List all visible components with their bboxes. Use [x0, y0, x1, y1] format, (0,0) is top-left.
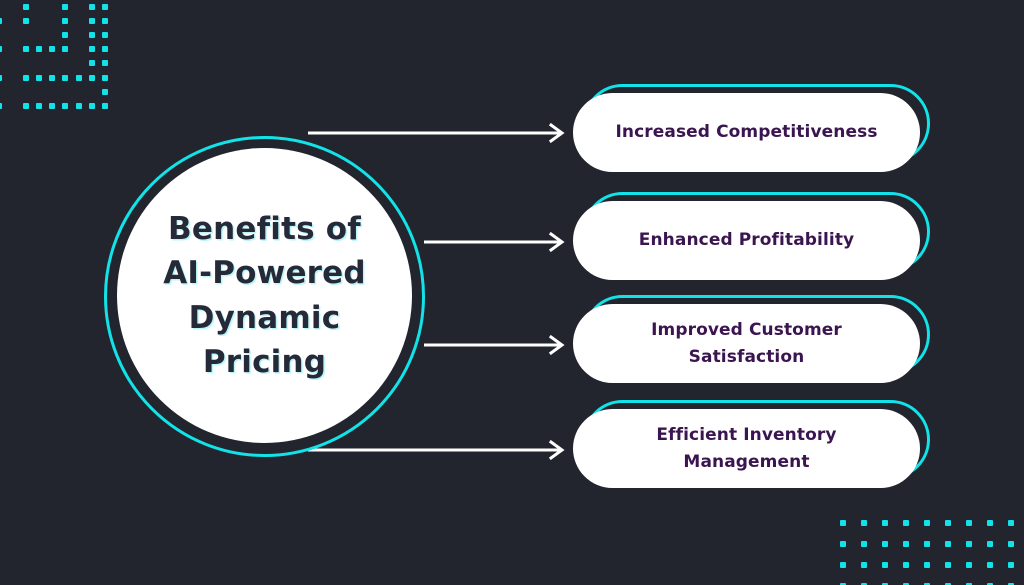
decorative-dot: [924, 541, 930, 547]
arrow-to-benefit-1: [308, 123, 566, 143]
decorative-dot: [89, 18, 95, 24]
decorative-dot: [966, 541, 972, 547]
decorative-dot: [966, 562, 972, 568]
decorative-dot: [945, 520, 951, 526]
decorative-dot: [76, 75, 82, 81]
decorative-dot: [89, 103, 95, 109]
decorative-dot: [36, 103, 42, 109]
decorative-dot: [987, 562, 993, 568]
decorative-dot: [0, 46, 2, 52]
decorative-dot: [102, 103, 108, 109]
decorative-dot: [49, 46, 55, 52]
decorative-dot: [945, 541, 951, 547]
pill-body: Efficient Inventory Management: [573, 409, 920, 488]
decorative-dot: [89, 4, 95, 10]
decorative-dot: [102, 89, 108, 95]
decorative-dot: [903, 520, 909, 526]
decorative-dots-top-left: [0, 0, 130, 115]
decorative-dot: [62, 46, 68, 52]
decorative-dot: [62, 75, 68, 81]
decorative-dot: [861, 562, 867, 568]
decorative-dot: [49, 103, 55, 109]
page-title: Benefits of AI-Powered Dynamic Pricing: [163, 211, 366, 380]
decorative-dot: [62, 103, 68, 109]
decorative-dot: [882, 562, 888, 568]
decorative-dot: [89, 60, 95, 66]
decorative-dot: [102, 46, 108, 52]
decorative-dot: [102, 18, 108, 24]
decorative-dot: [102, 75, 108, 81]
decorative-dot: [23, 46, 29, 52]
benefit-label: Improved Customer Satisfaction: [651, 320, 842, 367]
decorative-dot: [903, 541, 909, 547]
benefit-pill-1[interactable]: Increased Competitiveness: [573, 84, 930, 172]
circle-disc: Benefits of AI-Powered Dynamic Pricing: [117, 148, 412, 443]
decorative-dot: [840, 541, 846, 547]
benefit-pill-2[interactable]: Enhanced Profitability: [573, 192, 930, 280]
decorative-dot: [966, 520, 972, 526]
pill-body: Improved Customer Satisfaction: [573, 304, 920, 383]
benefit-label: Increased Competitiveness: [615, 122, 878, 143]
decorative-dot: [89, 32, 95, 38]
decorative-dot: [102, 60, 108, 66]
decorative-dots-bottom-right: [820, 500, 1024, 585]
benefit-pill-3[interactable]: Improved Customer Satisfaction: [573, 295, 930, 383]
decorative-dot: [36, 46, 42, 52]
arrow-to-benefit-3: [424, 335, 566, 355]
decorative-dot: [23, 4, 29, 10]
decorative-dot: [840, 520, 846, 526]
decorative-dot: [861, 520, 867, 526]
central-node: Benefits of AI-Powered Dynamic Pricing: [104, 136, 425, 457]
decorative-dot: [0, 75, 2, 81]
arrow-to-benefit-2: [424, 232, 566, 252]
arrow-to-benefit-4: [308, 440, 566, 460]
decorative-dot: [1008, 541, 1014, 547]
pill-body: Enhanced Profitability: [573, 201, 920, 280]
decorative-dot: [49, 75, 55, 81]
decorative-dot: [102, 32, 108, 38]
decorative-dot: [23, 103, 29, 109]
decorative-dot: [23, 18, 29, 24]
decorative-dot: [987, 541, 993, 547]
circle-inner-gap: [110, 142, 419, 451]
decorative-dot: [23, 75, 29, 81]
decorative-dot: [36, 75, 42, 81]
decorative-dot: [1008, 520, 1014, 526]
decorative-dot: [0, 18, 2, 24]
decorative-dot: [89, 46, 95, 52]
benefit-label: Enhanced Profitability: [638, 230, 855, 251]
decorative-dot: [76, 103, 82, 109]
decorative-dot: [987, 520, 993, 526]
decorative-dot: [882, 520, 888, 526]
benefit-pill-4[interactable]: Efficient Inventory Management: [573, 400, 930, 488]
decorative-dot: [903, 562, 909, 568]
benefit-label: Efficient Inventory Management: [656, 425, 837, 472]
decorative-dot: [62, 18, 68, 24]
pill-body: Increased Competitiveness: [573, 93, 920, 172]
decorative-dot: [924, 562, 930, 568]
decorative-dot: [882, 541, 888, 547]
decorative-dot: [102, 4, 108, 10]
decorative-dot: [861, 541, 867, 547]
decorative-dot: [62, 32, 68, 38]
decorative-dot: [89, 75, 95, 81]
decorative-dot: [1008, 562, 1014, 568]
decorative-dot: [0, 103, 2, 109]
decorative-dot: [945, 562, 951, 568]
decorative-dot: [924, 520, 930, 526]
circle-accent-ring: [104, 136, 425, 457]
decorative-dot: [62, 4, 68, 10]
decorative-dot: [840, 562, 846, 568]
